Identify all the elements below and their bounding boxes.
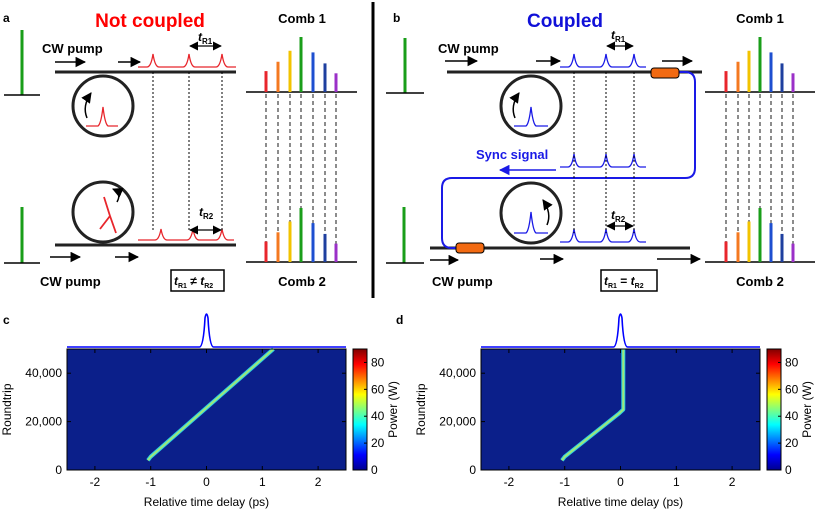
colorbar-tick-label: 60 (371, 382, 385, 396)
panel-b: b Coupled CW pump CW pump Sync signal (386, 11, 815, 292)
tr1-label: tR1 (198, 30, 213, 46)
pulse-guides (573, 72, 635, 233)
pulse-train-bottom (560, 228, 646, 243)
comparison-box (600, 269, 658, 292)
tr2-label: tR2 (199, 205, 214, 221)
cw-pump-label-top: CW pump (42, 41, 103, 56)
ring-arrow-icon (509, 92, 520, 119)
soliton-trace (561, 349, 625, 461)
panel-label-c: c (3, 313, 10, 327)
x-tick-label: -1 (559, 475, 570, 489)
microring-1 (71, 74, 135, 138)
y-tick-label: 40,000 (25, 366, 62, 380)
comb2-label: Comb 2 (736, 274, 784, 289)
panel-a: a Not coupled CW pump CW pump (3, 11, 357, 292)
y-tick-label: 40,000 (439, 366, 476, 380)
colorbar-tick-label: 40 (371, 409, 385, 423)
ring-arrow-icon (112, 188, 124, 203)
cw-pump-label-top: CW pump (438, 41, 499, 56)
ring-arrow-icon (542, 199, 553, 226)
title-coupled: Coupled (527, 11, 603, 32)
microring-1 (499, 74, 563, 138)
pulse-profile (67, 313, 346, 348)
x-tick-label: -2 (504, 475, 515, 489)
pulse-guides (152, 72, 223, 230)
x-tick-label: 1 (673, 475, 680, 489)
comb2-label: Comb 2 (278, 274, 326, 289)
y-tick-label: 0 (469, 463, 476, 477)
x-tick-label: 0 (617, 475, 624, 489)
y-axis-label: Roundtrip (0, 383, 14, 435)
colorbar (766, 348, 782, 471)
microring-2 (71, 180, 135, 244)
cw-pump-label-bottom: CW pump (432, 274, 493, 289)
tr1-label: tR1 (611, 28, 626, 44)
x-tick-label: -1 (145, 475, 156, 489)
pulse-train-top (138, 53, 236, 68)
x-tick-label: 0 (203, 475, 210, 489)
tr-not-equal: tR1 ≠ tR2 (174, 274, 213, 290)
intracavity-pulse (514, 211, 548, 234)
sync-waveguide (441, 71, 696, 249)
comb-lines-a (264, 37, 338, 262)
intracavity-pulse (514, 106, 548, 127)
title-not-coupled: Not coupled (95, 11, 205, 32)
ring-arrow-icon (81, 92, 92, 119)
colorbar-tick-label: 20 (785, 436, 799, 450)
colorbar-tick-label: 60 (785, 382, 799, 396)
colorbar-tick-label: 80 (785, 355, 799, 369)
panel-label-b: b (393, 11, 400, 25)
colorbar (352, 348, 368, 471)
comb-lines-b (724, 37, 795, 262)
y-tick-label: 20,000 (439, 415, 476, 429)
sync-signal-label: Sync signal (476, 147, 548, 162)
x-tick-label: -2 (90, 475, 101, 489)
tr2-label: tR2 (611, 208, 626, 224)
colorbar-tick-label: 0 (785, 463, 792, 477)
colorbar-label: Power (W) (800, 381, 814, 438)
x-tick-label: 2 (729, 475, 736, 489)
x-tick-label: 1 (259, 475, 266, 489)
y-tick-label: 0 (55, 463, 62, 477)
tr-equal: tR1 = tR2 (604, 274, 644, 290)
y-tick-label: 20,000 (25, 415, 62, 429)
pulse-train-sync (560, 153, 646, 168)
x-tick-label: 2 (315, 475, 322, 489)
intracavity-pulse (86, 106, 118, 127)
coupler-bottom (455, 242, 485, 254)
comb1-label: Comb 1 (278, 11, 326, 26)
colorbar-tick-label: 20 (371, 436, 385, 450)
comparison-box (170, 269, 225, 292)
pulse-train-top (560, 53, 646, 68)
microring-2 (499, 181, 563, 245)
colorbar-tick-label: 40 (785, 409, 799, 423)
pulse-profile (481, 313, 760, 348)
soliton-trace (147, 348, 275, 461)
colorbar-label: Power (W) (386, 381, 400, 438)
comb1-label: Comb 1 (736, 11, 784, 26)
panel-label-d: d (396, 313, 403, 327)
y-axis-label: Roundtrip (414, 383, 428, 435)
colorbar-tick-label: 80 (371, 355, 385, 369)
panel-label-a: a (3, 11, 10, 25)
cw-pump-label-bottom: CW pump (40, 274, 101, 289)
colorbar-tick-label: 0 (371, 463, 378, 477)
coupler-top (650, 67, 680, 79)
intracavity-pulse (99, 196, 117, 234)
x-axis-label: Relative time delay (ps) (144, 495, 269, 509)
x-axis-label: Relative time delay (ps) (558, 495, 683, 509)
